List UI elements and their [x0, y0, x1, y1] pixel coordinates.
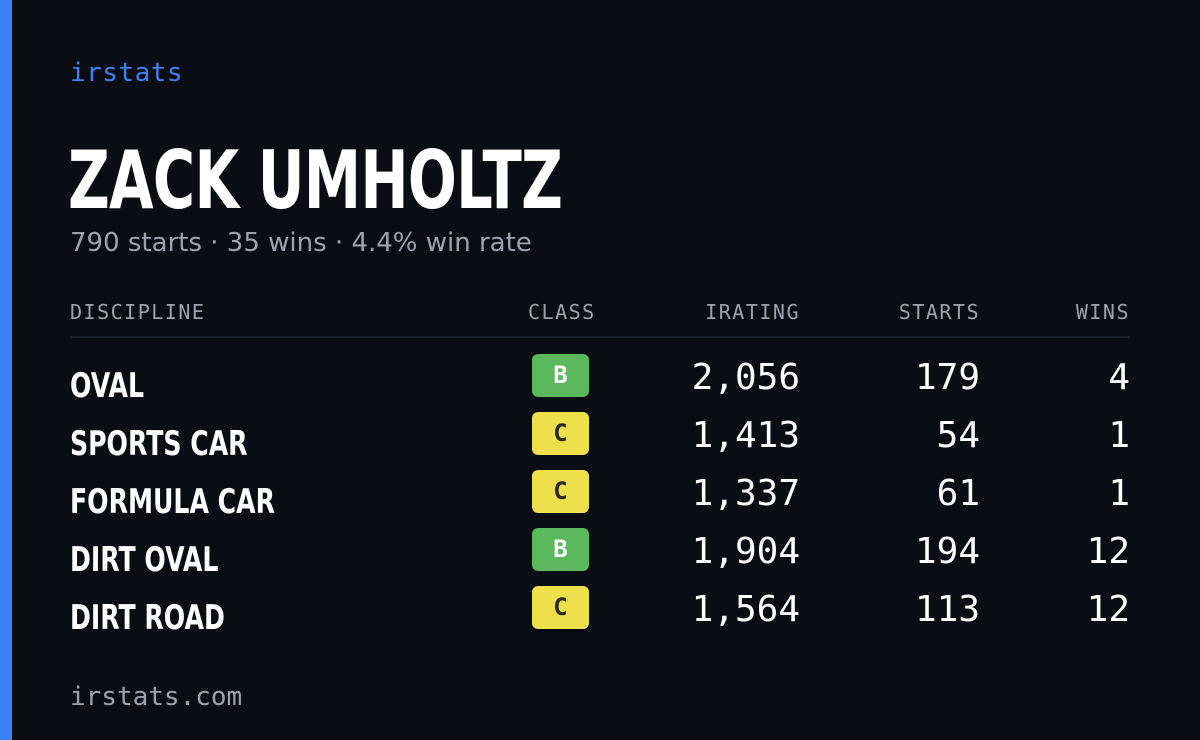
license-class-badge: B — [532, 528, 589, 571]
header-class: CLASS — [528, 300, 596, 324]
wins-value: 1 — [1108, 415, 1130, 456]
table-row: DIRT ROAD C 1,564 113 12 — [70, 586, 1130, 644]
discipline-name: SPORTS CAR — [70, 424, 248, 464]
discipline-name: DIRT OVAL — [70, 540, 219, 580]
player-summary: 790 starts · 35 wins · 4.4% win rate — [70, 228, 532, 258]
irating-value: 1,413 — [691, 415, 800, 456]
license-class-badge: C — [532, 470, 589, 513]
stats-table: DISCIPLINE CLASS IRATING STARTS WINS OVA… — [70, 298, 1130, 644]
license-class-badge: C — [532, 586, 589, 629]
footer-url[interactable]: irstats.com — [70, 682, 243, 712]
discipline-name: FORMULA CAR — [70, 482, 275, 522]
header-wins: WINS — [1075, 300, 1130, 324]
table-header: DISCIPLINE CLASS IRATING STARTS WINS — [70, 298, 1130, 338]
table-row: SPORTS CAR C 1,413 54 1 — [70, 412, 1130, 470]
wins-value: 12 — [1086, 589, 1130, 630]
header-starts: STARTS — [898, 300, 980, 324]
irating-value: 1,564 — [691, 589, 800, 630]
table-row: DIRT OVAL B 1,904 194 12 — [70, 528, 1130, 586]
table-body: OVAL B 2,056 179 4 SPORTS CAR C 1,413 54… — [70, 354, 1130, 644]
wins-value: 12 — [1086, 531, 1130, 572]
wins-value: 1 — [1108, 473, 1130, 514]
table-row: FORMULA CAR C 1,337 61 1 — [70, 470, 1130, 528]
license-class-badge: B — [532, 354, 589, 397]
starts-value: 179 — [914, 357, 980, 398]
irating-value: 2,056 — [691, 357, 800, 398]
irating-value: 1,337 — [691, 473, 800, 514]
accent-bar — [0, 0, 12, 740]
wins-value: 4 — [1108, 357, 1130, 398]
discipline-name: DIRT ROAD — [70, 598, 225, 638]
header-discipline: DISCIPLINE — [70, 300, 206, 324]
starts-value: 54 — [936, 415, 980, 456]
starts-value: 113 — [914, 589, 980, 630]
brand-logo-text[interactable]: irstats — [70, 58, 184, 88]
discipline-name: OVAL — [70, 366, 144, 406]
starts-value: 194 — [914, 531, 980, 572]
license-class-badge: C — [532, 412, 589, 455]
starts-value: 61 — [936, 473, 980, 514]
player-name: ZACK UMHOLTZ — [68, 134, 563, 227]
header-irating: IRATING — [705, 300, 800, 324]
table-row: OVAL B 2,056 179 4 — [70, 354, 1130, 412]
irating-value: 1,904 — [691, 531, 800, 572]
